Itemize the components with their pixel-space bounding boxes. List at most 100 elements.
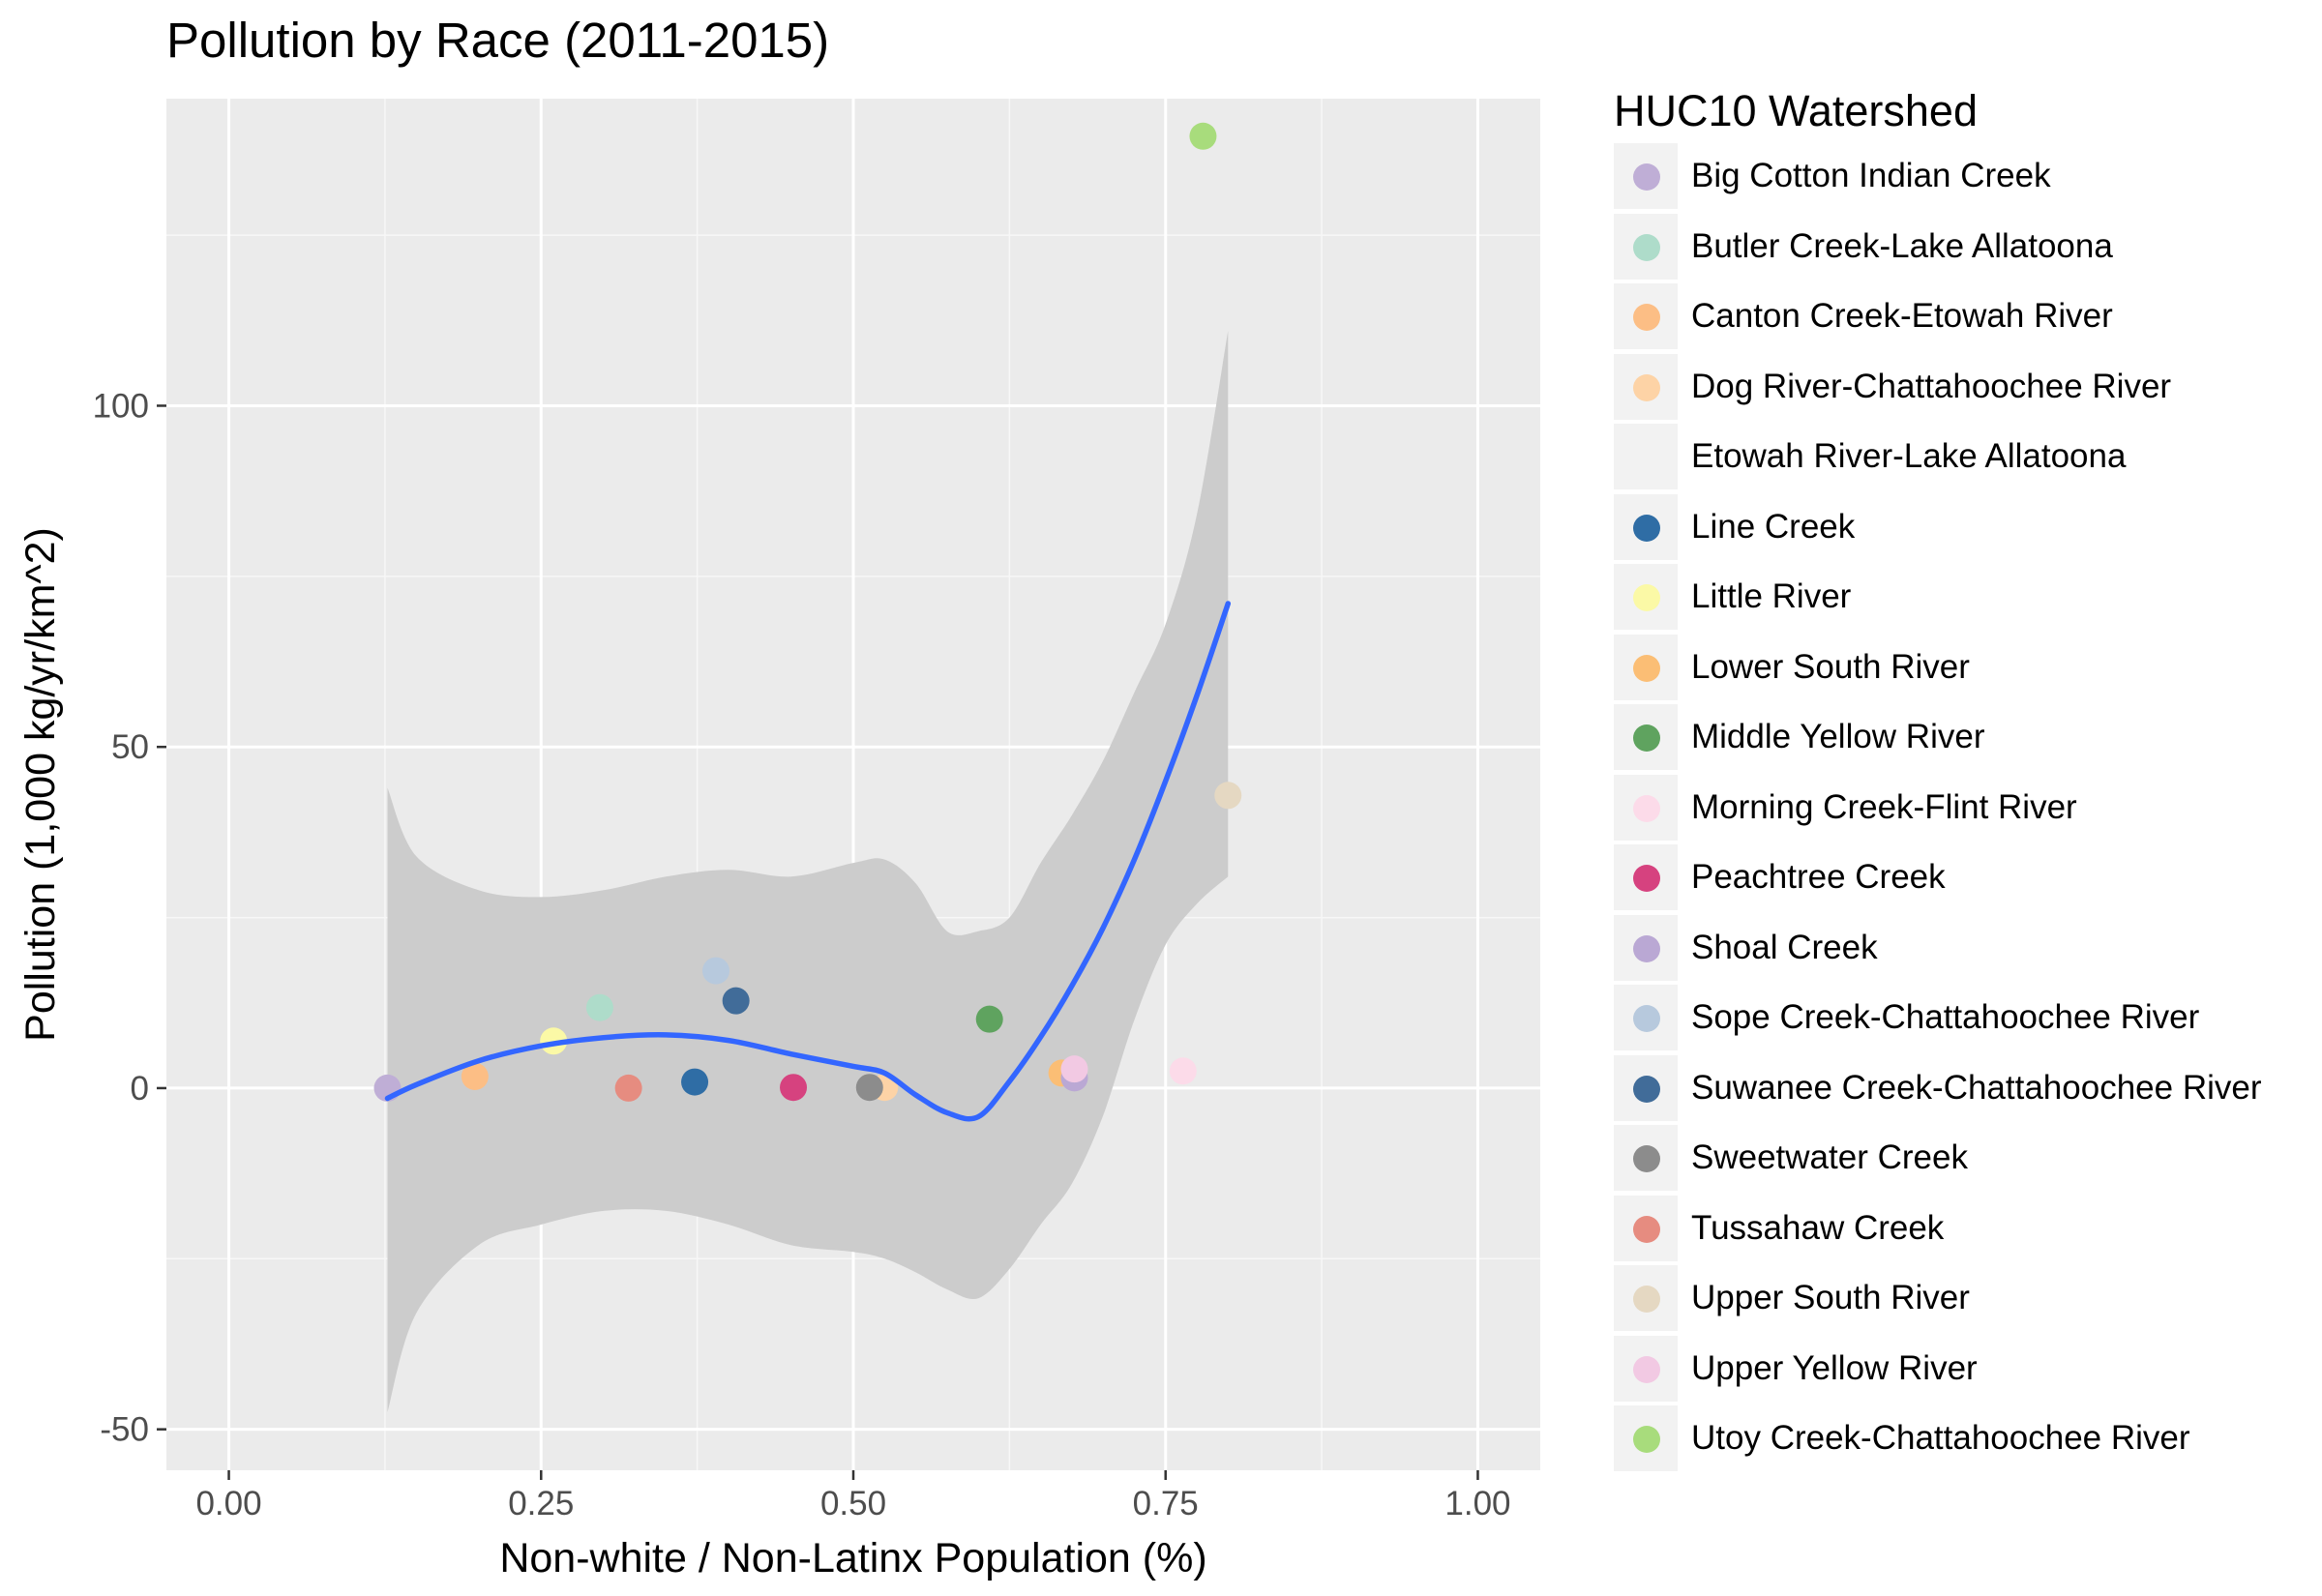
- legend-label: Tussahaw Creek: [1691, 1208, 1945, 1247]
- legend-items: Big Cotton Indian Creek Butler Creek-Lake…: [1614, 141, 2262, 1474]
- legend-item: Canton Creek-Etowah River: [1614, 281, 2113, 352]
- x-tick-label: 0.50: [820, 1485, 886, 1522]
- legend-label: Suwanee Creek-Chattahoochee River: [1691, 1068, 2262, 1107]
- confidence-band-area: [387, 330, 1229, 1412]
- legend-swatch: [1633, 654, 1660, 682]
- legend-swatch: [1633, 444, 1660, 471]
- x-axis: 0.00 0.25 0.50 0.75 1.00: [195, 1470, 1511, 1522]
- legend-label: Shoal Creek: [1691, 928, 1878, 966]
- legend-key: [1614, 1335, 1678, 1402]
- data-point: [614, 1074, 642, 1102]
- legend-label: Dog River-Chattahoochee River: [1691, 367, 2172, 405]
- legend-item: Butler Creek-Lake Allatoona: [1614, 212, 2113, 282]
- legend-label: Peachtree Creek: [1691, 858, 1946, 896]
- legend-label: Etowah River-Lake Allatoona: [1691, 437, 2127, 475]
- legend-item: Sope Creek-Chattahoochee River: [1614, 983, 2199, 1053]
- y-tick-label: 100: [93, 387, 149, 425]
- y-axis: -50 0 50 100: [93, 387, 166, 1449]
- legend-key: [1614, 914, 1678, 981]
- legend-item: Utoy Creek-Chattahoochee River: [1614, 1404, 2190, 1474]
- confidence-band: [387, 330, 1229, 1412]
- legend-swatch: [1633, 304, 1660, 331]
- x-tick-label: 1.00: [1444, 1485, 1510, 1522]
- data-point: [722, 987, 750, 1015]
- legend-key: [1614, 1125, 1678, 1191]
- legend-label: Sweetwater Creek: [1691, 1138, 1968, 1176]
- legend-key: [1614, 283, 1678, 349]
- legend-swatch: [1633, 233, 1660, 261]
- legend-swatch: [1633, 163, 1660, 191]
- smooth-line: [384, 601, 1232, 1122]
- data-points: [373, 122, 1242, 1102]
- data-point: [780, 1074, 808, 1102]
- data-point: [1060, 1055, 1088, 1083]
- legend-key: [1614, 1405, 1678, 1471]
- x-axis-title: Non-white / Non-Latinx Population (%): [499, 1535, 1206, 1581]
- legend-label: Utoy Creek-Chattahoochee River: [1691, 1419, 2190, 1457]
- legend-key: [1614, 634, 1678, 700]
- legend-item: Dog River-Chattahoochee River: [1614, 352, 2171, 423]
- legend-title: HUC10 Watershed: [1614, 86, 1978, 135]
- legend-label: Line Creek: [1691, 507, 1856, 546]
- legend-key: [1614, 424, 1678, 489]
- data-point: [1189, 122, 1217, 150]
- x-tick-label: 0.75: [1133, 1485, 1199, 1522]
- legend-item: Little River: [1614, 562, 1978, 633]
- legend-key: [1614, 143, 1678, 209]
- legend-label: Morning Creek-Flint River: [1691, 787, 2077, 826]
- legend-key: [1614, 564, 1678, 630]
- legend-item: Peachtree Creek: [1614, 842, 1978, 913]
- legend-key: [1614, 353, 1678, 420]
- data-point: [461, 1062, 489, 1090]
- legend-swatch: [1633, 1215, 1660, 1243]
- legend: HUC10 Watershed Big Cotton Indian Creek B…: [1614, 81, 2262, 1474]
- y-axis-title: Pollution (1,000 kg/yr/km^2): [17, 527, 64, 1042]
- legend-item: Suwanee Creek-Chattahoochee River: [1614, 1053, 2262, 1124]
- legend-swatch: [1633, 794, 1660, 822]
- legend-swatch: [1633, 724, 1660, 752]
- legend-item: Upper South River: [1614, 1263, 1978, 1334]
- legend-swatch: [1633, 1355, 1660, 1383]
- legend-key: [1614, 774, 1678, 841]
- legend-key: [1614, 493, 1678, 560]
- legend-swatch: [1633, 865, 1660, 892]
- data-point: [855, 1074, 883, 1102]
- data-point: [585, 993, 613, 1021]
- legend-label: Upper South River: [1691, 1279, 1970, 1316]
- x-tick-label: 0.00: [195, 1485, 261, 1522]
- data-point: [702, 957, 729, 985]
- legend-label: Canton Creek-Etowah River: [1691, 297, 2113, 335]
- legend-swatch: [1633, 1005, 1660, 1032]
- x-tick-label: 0.25: [508, 1485, 574, 1522]
- legend-item: Shoal Creek: [1614, 913, 1978, 984]
- legend-swatch: [1633, 373, 1660, 401]
- legend-swatch: [1633, 584, 1660, 611]
- y-tick-label: 0: [131, 1070, 149, 1108]
- legend-item: Lower South River: [1614, 633, 1978, 703]
- legend-label: Big Cotton Indian Creek: [1691, 157, 2051, 194]
- legend-label: Little River: [1691, 577, 1852, 615]
- legend-label: Upper Yellow River: [1691, 1348, 1978, 1387]
- legend-item: Middle Yellow River: [1614, 702, 1984, 773]
- legend-label: Sope Creek-Chattahoochee River: [1691, 998, 2200, 1036]
- legend-label: Middle Yellow River: [1691, 718, 1985, 755]
- legend-swatch: [1633, 1075, 1660, 1103]
- legend-key: [1614, 1195, 1678, 1261]
- legend-key: [1614, 213, 1678, 280]
- legend-label: Lower South River: [1691, 647, 1970, 686]
- legend-item: Upper Yellow River: [1614, 1334, 1978, 1404]
- legend-key: [1614, 985, 1678, 1050]
- data-point: [1214, 782, 1242, 810]
- chart-title: Pollution by Race (2011-2015): [166, 13, 830, 68]
- legend-item: Sweetwater Creek: [1614, 1123, 1978, 1194]
- legend-item: Big Cotton Indian Creek: [1614, 141, 2051, 212]
- legend-swatch: [1633, 1426, 1660, 1453]
- y-tick-label: 50: [111, 728, 149, 766]
- legend-key: [1614, 844, 1678, 910]
- data-point: [975, 1005, 1003, 1033]
- legend-item: Line Creek: [1614, 492, 1978, 563]
- y-tick-label: -50: [100, 1411, 149, 1449]
- legend-key: [1614, 704, 1678, 770]
- data-point: [1169, 1057, 1197, 1085]
- legend-label: Butler Creek-Lake Allatoona: [1691, 226, 2113, 265]
